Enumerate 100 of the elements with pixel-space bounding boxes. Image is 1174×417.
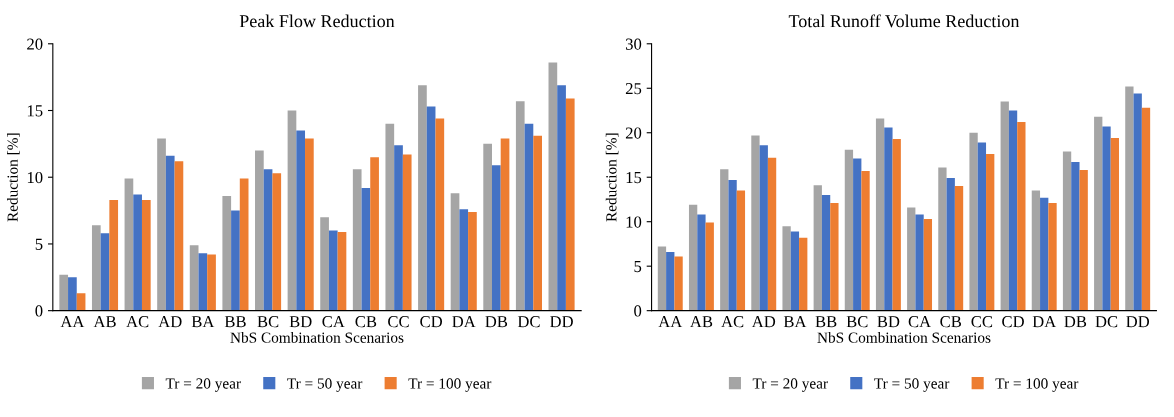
y-tick-label: 5 bbox=[35, 238, 43, 250]
y-tick-label: 0 bbox=[634, 305, 642, 317]
y-axis-title: Reduction [%] bbox=[605, 133, 619, 222]
x-tick-label: BD bbox=[877, 316, 900, 328]
bar bbox=[418, 85, 427, 311]
x-tick-label: AC bbox=[126, 316, 149, 328]
bar bbox=[782, 226, 791, 311]
bar bbox=[68, 277, 77, 311]
bar bbox=[705, 222, 714, 311]
y-tick-label: 15 bbox=[626, 172, 642, 184]
bar bbox=[59, 274, 69, 311]
bar bbox=[861, 171, 870, 311]
bar bbox=[759, 145, 768, 311]
x-tick-label: DA bbox=[452, 316, 476, 328]
bar bbox=[884, 127, 893, 311]
bar bbox=[1102, 126, 1111, 311]
bar bbox=[875, 118, 885, 311]
bar bbox=[1000, 101, 1009, 311]
x-tick-label: BC bbox=[257, 316, 279, 328]
bar bbox=[198, 253, 208, 311]
bar bbox=[697, 214, 706, 311]
bar bbox=[1048, 203, 1057, 311]
x-tick-label: BB bbox=[224, 316, 246, 328]
bar bbox=[907, 207, 916, 311]
bar bbox=[853, 158, 862, 311]
x-tick-label: DA bbox=[1032, 316, 1057, 328]
legend-label: Tr = 100 year bbox=[408, 378, 492, 392]
bar bbox=[524, 123, 534, 311]
bar bbox=[736, 190, 746, 311]
bar bbox=[263, 169, 273, 311]
x-tick-label: CC bbox=[388, 316, 409, 328]
x-tick-label: DD bbox=[1126, 316, 1150, 328]
legend-label: Tr = 50 year bbox=[287, 378, 363, 392]
bar bbox=[459, 209, 469, 311]
bar bbox=[946, 178, 955, 311]
bar bbox=[751, 135, 760, 311]
x-tick-label: BC bbox=[846, 316, 868, 328]
bar bbox=[385, 123, 395, 311]
x-tick-label: CD bbox=[1002, 316, 1024, 328]
bar bbox=[938, 167, 947, 311]
y-tick-label: 20 bbox=[27, 38, 43, 50]
bar bbox=[688, 204, 698, 311]
bar bbox=[969, 132, 978, 311]
x-tick-label: DC bbox=[517, 316, 540, 328]
x-tick-label: DB bbox=[485, 316, 508, 328]
bar bbox=[844, 149, 854, 311]
bar bbox=[657, 246, 667, 311]
legend-label: Tr = 20 year bbox=[165, 378, 241, 392]
y-tick-label: 5 bbox=[634, 261, 642, 273]
x-axis-title: NbS Combination Scenarios bbox=[817, 332, 991, 343]
x-tick-label: CD bbox=[420, 316, 443, 328]
bar bbox=[674, 256, 683, 311]
y-tick-label: 10 bbox=[626, 216, 642, 228]
bar bbox=[821, 195, 831, 311]
x-tick-label: BB bbox=[815, 316, 837, 328]
bar bbox=[426, 106, 436, 311]
bar bbox=[239, 178, 249, 311]
x-tick-label: BA bbox=[191, 316, 215, 328]
bar bbox=[1071, 162, 1080, 311]
bar bbox=[450, 193, 460, 311]
chart-title: Total Runoff Volume Reduction bbox=[788, 14, 1020, 28]
x-axis-title: NbS Combination Scenarios bbox=[230, 332, 404, 343]
bar bbox=[483, 143, 492, 311]
bar bbox=[515, 101, 525, 311]
bar bbox=[557, 85, 566, 311]
bar bbox=[1141, 107, 1151, 311]
x-tick-label: AA bbox=[60, 316, 85, 328]
bar bbox=[491, 165, 501, 311]
bar bbox=[109, 199, 119, 311]
chart-title: Peak Flow Reduction bbox=[239, 14, 395, 28]
legend-label: Tr = 50 year bbox=[874, 378, 950, 392]
bar bbox=[728, 179, 737, 311]
bar bbox=[954, 186, 964, 311]
bar bbox=[1133, 93, 1142, 311]
bar bbox=[337, 231, 347, 311]
bar bbox=[174, 161, 184, 311]
bar bbox=[813, 185, 822, 311]
bar bbox=[320, 217, 329, 311]
x-tick-label: CB bbox=[940, 316, 962, 328]
bar bbox=[533, 135, 542, 311]
x-tick-label: AD bbox=[751, 316, 776, 328]
bar bbox=[1079, 170, 1088, 311]
x-tick-label: AB bbox=[93, 316, 116, 328]
bar bbox=[231, 210, 240, 311]
bar bbox=[830, 203, 839, 311]
bar bbox=[91, 225, 101, 311]
x-tick-label: DB bbox=[1064, 316, 1087, 328]
bar bbox=[370, 157, 379, 311]
bar bbox=[1040, 197, 1049, 311]
bar bbox=[790, 231, 800, 311]
bar bbox=[977, 142, 987, 311]
y-axis-title: Reduction [%] bbox=[7, 133, 20, 222]
x-tick-label: CC bbox=[971, 316, 993, 328]
legend-label: Tr = 100 year bbox=[995, 378, 1079, 392]
x-tick-label: AC bbox=[721, 316, 744, 328]
bar bbox=[1094, 116, 1103, 311]
bar bbox=[165, 155, 175, 311]
bar bbox=[141, 199, 151, 311]
x-tick-label: AB bbox=[690, 316, 713, 328]
bar bbox=[361, 187, 371, 311]
